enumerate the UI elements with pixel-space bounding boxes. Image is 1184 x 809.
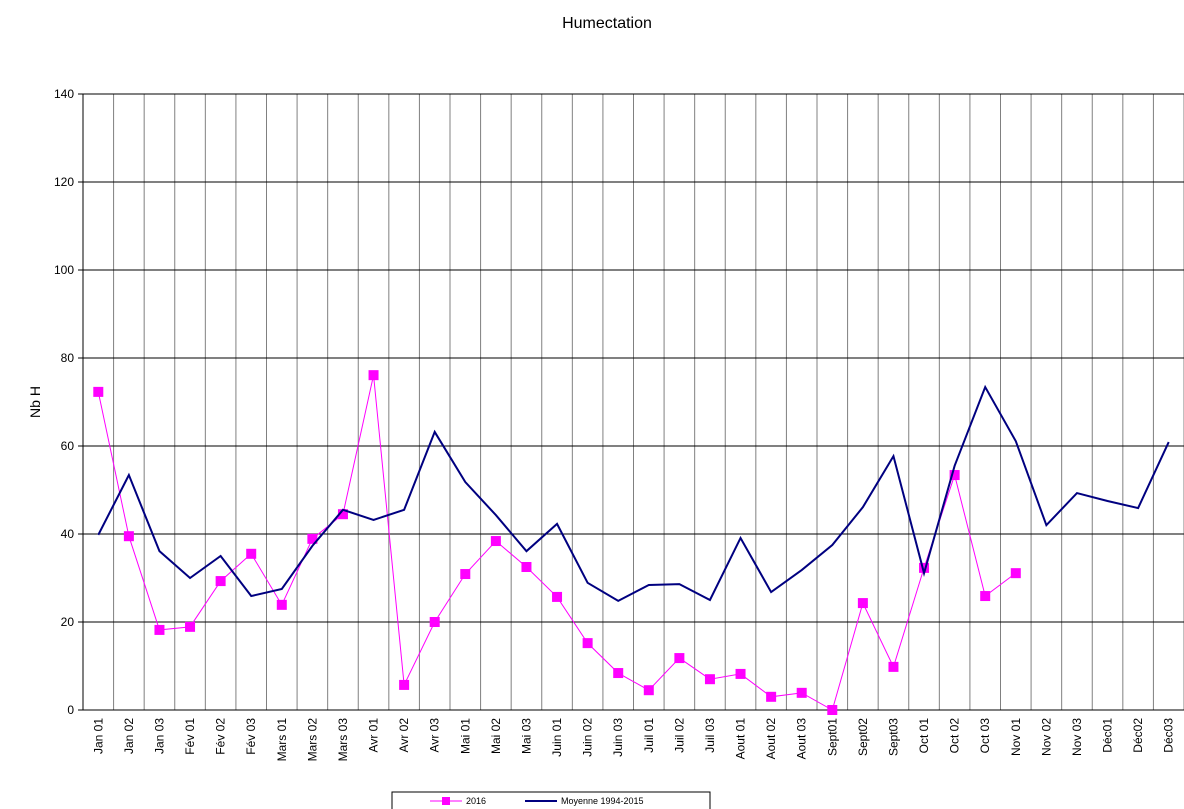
x-tick-label: Sept02 xyxy=(856,718,870,756)
series-line xyxy=(97,384,1170,603)
x-tick-label: Mai 01 xyxy=(458,718,472,754)
x-tick-label: Mars 03 xyxy=(336,718,350,762)
x-tick-label: Juin 03 xyxy=(611,718,625,757)
data-point xyxy=(246,548,257,559)
y-tick-label: 60 xyxy=(61,439,75,453)
data-point xyxy=(857,598,868,609)
data-point xyxy=(827,705,838,715)
data-point xyxy=(674,653,685,664)
x-tick-label: Juin 02 xyxy=(581,718,595,757)
data-point xyxy=(215,576,226,587)
x-tick-label: Mars 02 xyxy=(305,718,319,762)
x-tick-label: Nov 03 xyxy=(1070,718,1084,756)
data-point xyxy=(154,624,165,635)
data-point xyxy=(552,591,563,602)
x-tick-label: Déc01 xyxy=(1101,718,1115,753)
data-point xyxy=(276,599,287,610)
y-tick-label: 0 xyxy=(67,703,74,717)
data-point xyxy=(582,638,593,649)
x-tick-label: Juin 01 xyxy=(550,718,564,757)
x-tick-label: Jan 03 xyxy=(152,718,166,754)
x-tick-label: Aout 03 xyxy=(795,718,809,760)
y-tick-label: 40 xyxy=(61,527,75,541)
x-tick-label: Mai 03 xyxy=(519,718,533,754)
data-point xyxy=(704,674,715,685)
data-point xyxy=(307,533,318,544)
x-tick-label: Fév 01 xyxy=(183,718,197,755)
data-point xyxy=(93,386,104,397)
x-tick-label: Sept03 xyxy=(886,718,900,756)
y-tick-label: 120 xyxy=(54,175,74,189)
x-tick-label: Aout 02 xyxy=(764,718,778,760)
y-tick-label: 100 xyxy=(54,263,74,277)
data-point xyxy=(643,685,654,696)
legend-label: 2016 xyxy=(466,796,486,806)
x-tick-label: Oct 02 xyxy=(948,718,962,754)
data-point xyxy=(1010,568,1021,579)
legend-label: Moyenne 1994-2015 xyxy=(561,796,644,806)
x-tick-label: Nov 02 xyxy=(1039,718,1053,756)
data-point xyxy=(399,679,410,690)
y-tick-label: 80 xyxy=(61,351,75,365)
y-tick-label: 140 xyxy=(54,87,74,101)
data-point xyxy=(919,562,930,573)
x-tick-label: Avr 02 xyxy=(397,718,411,753)
data-point xyxy=(460,569,471,580)
x-tick-label: Nov 01 xyxy=(1009,718,1023,756)
data-point xyxy=(185,621,196,632)
data-point xyxy=(796,687,807,698)
x-tick-label: Juil 03 xyxy=(703,718,717,753)
chart-title: Humectation xyxy=(562,15,652,32)
x-tick-label: Juil 01 xyxy=(642,718,656,753)
x-tick-label: Jan 01 xyxy=(91,718,105,754)
y-axis-label: Nb H xyxy=(27,386,43,418)
data-point xyxy=(337,509,348,520)
data-point xyxy=(521,562,532,572)
x-tick-label: Oct 03 xyxy=(978,718,992,754)
x-tick-label: Déc03 xyxy=(1162,718,1176,753)
data-point xyxy=(735,668,746,679)
data-point xyxy=(490,536,501,547)
x-tick-label: Déc02 xyxy=(1131,718,1145,753)
data-point xyxy=(613,668,624,679)
data-point xyxy=(429,617,440,627)
x-tick-label: Oct 01 xyxy=(917,718,931,754)
y-tick-label: 20 xyxy=(61,615,75,629)
data-point xyxy=(888,661,899,672)
x-tick-label: Mars 01 xyxy=(275,718,289,762)
data-point xyxy=(123,531,134,542)
data-point xyxy=(949,470,960,481)
x-tick-label: Avr 01 xyxy=(367,718,381,753)
x-tick-label: Aout 01 xyxy=(734,718,748,760)
x-tick-label: Jan 02 xyxy=(122,718,136,754)
x-tick-label: Mai 02 xyxy=(489,718,503,754)
x-tick-label: Juil 02 xyxy=(672,718,686,753)
x-tick-label: Fév 03 xyxy=(244,718,258,755)
legend-marker xyxy=(442,797,450,805)
x-tick-label: Avr 03 xyxy=(428,718,442,753)
x-tick-label: Fév 02 xyxy=(214,718,228,755)
data-point xyxy=(368,370,379,381)
data-point xyxy=(766,691,777,702)
x-tick-label: Sept01 xyxy=(825,718,839,756)
data-point xyxy=(980,591,991,602)
